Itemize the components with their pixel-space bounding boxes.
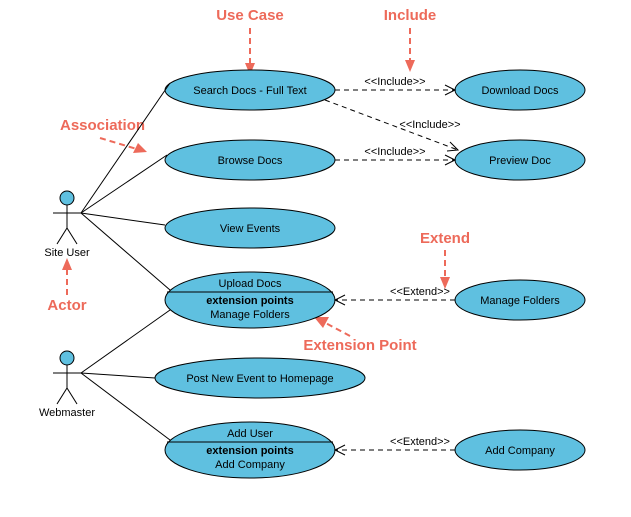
annot-association-arrowhead: [133, 143, 147, 153]
usecase-manage-folders-label: Manage Folders: [480, 295, 560, 307]
usecase-preview-doc-label: Preview Doc: [489, 155, 551, 167]
annot-actor-label: Actor: [47, 297, 86, 314]
annot-extpoint-arrowhead: [314, 317, 329, 328]
assoc-siteuser-viewevents: [81, 213, 165, 225]
usecase-upload-extval: Manage Folders: [210, 309, 290, 321]
annot-include-label: Include: [384, 7, 437, 24]
diagram-canvas: Use Case Include Association Extend Acto…: [0, 0, 631, 517]
usecase-add-user-extlabel: extension points: [206, 445, 293, 457]
actor-site-user: Site User: [44, 191, 90, 259]
annot-extend-label: Extend: [420, 230, 470, 247]
assoc-siteuser-upload: [81, 213, 170, 290]
usecase-post-new-event-label: Post New Event to Homepage: [186, 373, 333, 385]
usecase-view-events-label: View Events: [220, 223, 281, 235]
actor-head-icon: [60, 191, 74, 205]
assoc-siteuser-search: [81, 83, 170, 213]
usecase-search-docs-label: Search Docs - Full Text: [193, 85, 307, 97]
actor-head-icon: [60, 351, 74, 365]
extend-label-1: <<Extend>>: [390, 286, 450, 298]
annot-usecase-label: Use Case: [216, 7, 284, 24]
usecase-add-user-label: Add User: [227, 428, 273, 440]
annot-association-label: Association: [60, 117, 145, 134]
assoc-webmaster-upload: [81, 310, 170, 373]
usecase-upload-docs-label: Upload Docs: [219, 278, 282, 290]
usecase-browse-docs-label: Browse Docs: [218, 155, 283, 167]
include-label-1: <<Include>>: [364, 76, 425, 88]
usecase-download-docs-label: Download Docs: [481, 85, 559, 97]
usecase-add-company-label: Add Company: [485, 445, 555, 457]
include-label-2: <<Include>>: [399, 119, 460, 131]
assoc-siteuser-browse: [81, 155, 167, 213]
actor-webmaster: Webmaster: [39, 351, 95, 419]
assoc-webmaster-postevent: [81, 373, 155, 378]
annot-include-arrowhead: [405, 60, 415, 72]
extend-label-2: <<Extend>>: [390, 436, 450, 448]
annot-extpoint-label: Extension Point: [303, 337, 416, 354]
include-label-3: <<Include>>: [364, 146, 425, 158]
annot-association-arrow: [100, 138, 140, 150]
actor-site-user-label: Site User: [44, 247, 90, 259]
usecase-add-user-extval: Add Company: [215, 459, 285, 471]
annot-actor-arrowhead: [62, 258, 72, 270]
usecase-upload-extlabel: extension points: [206, 295, 293, 307]
actor-webmaster-label: Webmaster: [39, 407, 95, 419]
